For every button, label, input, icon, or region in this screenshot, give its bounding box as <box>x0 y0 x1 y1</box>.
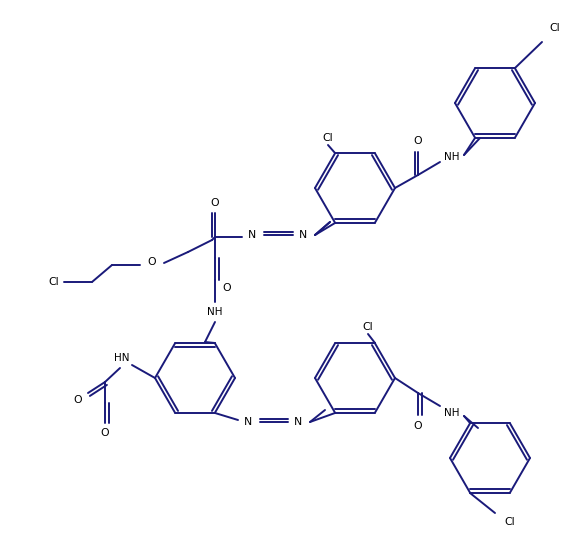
Text: HN: HN <box>114 353 130 363</box>
Text: O: O <box>211 198 220 208</box>
Text: O: O <box>413 136 422 146</box>
Text: N: N <box>244 417 252 427</box>
Text: Cl: Cl <box>323 133 333 143</box>
Text: Cl: Cl <box>48 277 58 287</box>
Text: Cl: Cl <box>505 517 515 527</box>
Text: NH: NH <box>444 152 460 162</box>
Text: N: N <box>294 417 302 427</box>
Text: O: O <box>74 395 82 405</box>
Text: O: O <box>413 421 422 431</box>
Text: N: N <box>248 230 256 240</box>
Text: O: O <box>100 428 109 438</box>
Text: NH: NH <box>207 307 223 317</box>
Text: N: N <box>299 230 307 240</box>
Text: Cl: Cl <box>363 322 373 332</box>
Text: O: O <box>223 283 231 293</box>
Text: O: O <box>148 257 157 267</box>
Text: NH: NH <box>444 408 460 418</box>
Text: Cl: Cl <box>550 23 560 33</box>
